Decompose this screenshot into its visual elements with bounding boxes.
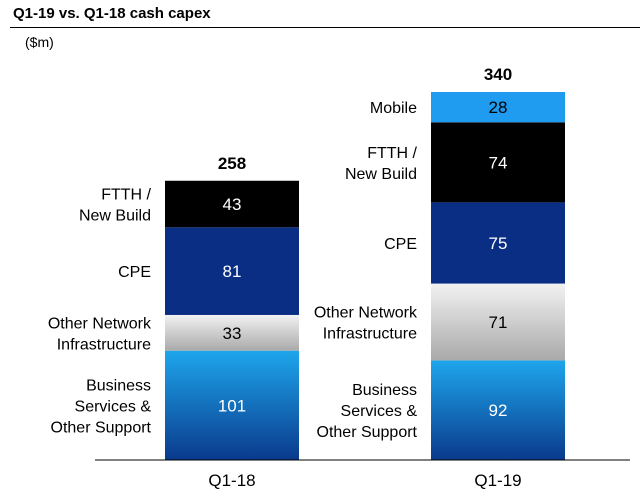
total-label: 340 [484, 65, 512, 84]
bar-segment-q1-18-grey [165, 314, 299, 351]
segment-label: New Build [79, 208, 151, 225]
bar-segment-q1-19-grey [431, 283, 565, 361]
value-label: 28 [489, 98, 508, 117]
segment-label: Services & [75, 398, 152, 415]
bar-segment-q1-18-black [165, 180, 299, 228]
segment-label: FTTH / [367, 145, 417, 162]
segment-label: New Build [345, 166, 417, 183]
x-tick-label: Q1-19 [474, 471, 521, 490]
bar-segment-q1-18-blue [165, 350, 299, 460]
segment-label: Services & [341, 403, 418, 420]
value-label: 71 [489, 313, 508, 332]
value-label: 74 [489, 153, 508, 172]
value-label: 33 [223, 324, 242, 343]
bar-segment-q1-19-lightblue [431, 92, 565, 123]
segment-label: Business [352, 382, 417, 399]
bar-segment-q1-19-navy [431, 202, 565, 284]
x-tick-label: Q1-18 [208, 471, 255, 490]
bar-segment-q1-18-navy [165, 227, 299, 315]
value-label: 43 [223, 195, 242, 214]
segment-label: Infrastructure [323, 326, 417, 343]
unit-label: ($m) [25, 34, 54, 50]
segment-label: Infrastructure [57, 336, 151, 353]
title-divider [10, 27, 640, 28]
segment-label: CPE [384, 236, 417, 253]
segment-label: FTTH / [101, 187, 151, 204]
value-label: 92 [489, 401, 508, 420]
segment-label: Other Network [314, 305, 418, 322]
total-label: 258 [218, 154, 246, 173]
chart-title: Q1-19 vs. Q1-18 cash capex [13, 5, 211, 22]
value-label: 101 [218, 396, 246, 415]
value-label: 81 [223, 262, 242, 281]
segment-label: Other Support [51, 419, 152, 436]
segment-label: Mobile [370, 100, 417, 117]
segment-label: Other Support [317, 424, 418, 441]
value-label: 75 [489, 234, 508, 253]
segment-label: Other Network [48, 315, 152, 332]
segment-label: CPE [118, 264, 151, 281]
bar-segment-q1-19-blue [431, 360, 565, 460]
segment-label: Business [86, 377, 151, 394]
bar-segment-q1-19-black [431, 122, 565, 203]
